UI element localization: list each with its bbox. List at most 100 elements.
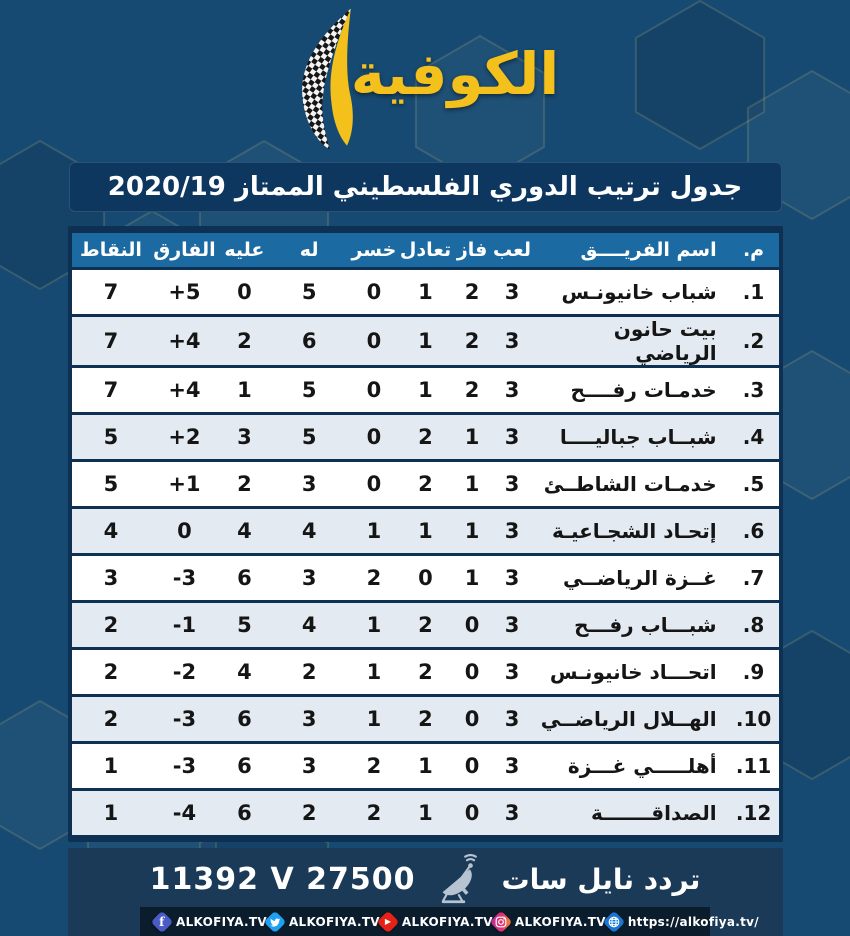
table-cell: 3 — [270, 744, 348, 788]
table-cell: 2 — [270, 650, 348, 694]
table-cell: 11. — [728, 744, 779, 788]
table-cell: 3 — [493, 368, 532, 412]
table-cell: -4 — [150, 791, 219, 835]
social-item-twitter[interactable]: ALKOFIYA.TV — [263, 910, 380, 933]
table-cell: 0 — [451, 603, 494, 647]
logo: الكوفية — [0, 0, 850, 158]
column-header: الفارق — [150, 233, 219, 267]
frequency-bar: تردد نايل سات 11392 — [68, 848, 783, 906]
column-header: اسم الفريــــق — [531, 233, 729, 267]
table-row: 6. إتحـاد الشجـاعيـة 3 1 1 1 4 4 0 4 — [71, 509, 779, 553]
table-cell: 5. — [728, 462, 779, 506]
standings-body: 1. شباب خانيونـس 3 2 1 0 5 0 +5 7 2. بيت حانون الري… — [71, 270, 779, 835]
table-row: 11. أهلـــــي غـــزة 3 0 1 2 3 6 -3 1 — [71, 744, 779, 788]
facebook-icon: f — [150, 910, 174, 933]
table-cell: 2 — [270, 791, 348, 835]
table-cell: 3 — [71, 556, 151, 600]
column-header: خسر — [347, 233, 400, 267]
table-cell: 2 — [71, 697, 151, 741]
table-cell: 0 — [150, 509, 219, 553]
table-cell: بيت حانون الرياضي — [531, 317, 729, 365]
table-cell: 3 — [493, 744, 532, 788]
table-cell: 5 — [270, 368, 348, 412]
column-header: فاز — [451, 233, 494, 267]
column-header: له — [270, 233, 348, 267]
table-cell: 1 — [347, 603, 400, 647]
table-cell: 0 — [451, 650, 494, 694]
table-cell: 0 — [347, 368, 400, 412]
column-header: لعب — [493, 233, 532, 267]
keffiyeh-swirl-icon — [301, 8, 353, 150]
table-cell: 10. — [728, 697, 779, 741]
table-cell: 1 — [218, 368, 271, 412]
table-cell: 2. — [728, 317, 779, 365]
table-row: 4. شبــاب جباليــــا 3 1 2 0 5 3 +2 5 — [71, 415, 779, 459]
social-item-website[interactable]: https://alkofiya.tv/ — [602, 910, 759, 933]
page-title: جدول ترتيب الدوري الفلسطيني الممتاز 2020… — [107, 172, 743, 202]
table-cell: 7 — [71, 270, 151, 314]
table-cell: شبــاب جباليــــا — [531, 415, 729, 459]
youtube-icon: ▶ — [376, 910, 400, 933]
table-cell: 1. — [728, 270, 779, 314]
table-cell: 3 — [270, 556, 348, 600]
table-cell: 1 — [399, 317, 452, 365]
table-cell: 3 — [493, 317, 532, 365]
globe-icon — [602, 910, 626, 933]
social-label: ALKOFIYA.TV — [288, 914, 380, 929]
table-row: 2. بيت حانون الرياضي 3 2 1 0 6 2 +4 7 — [71, 317, 779, 365]
social-bar: f ALKOFIYA.TV ALKOFIYA.TV ▶ ALKOFIYA.TV — [140, 907, 759, 936]
table-cell: 3 — [493, 462, 532, 506]
table-cell: 1 — [399, 791, 452, 835]
table-cell: 6. — [728, 509, 779, 553]
table-row: 8. شبـــاب رفـــح 3 0 2 1 4 5 -1 2 — [71, 603, 779, 647]
table-cell: 1 — [399, 368, 452, 412]
table-cell: 2 — [451, 317, 494, 365]
table-cell: -1 — [150, 603, 219, 647]
table-cell: 1 — [399, 509, 452, 553]
table-cell: 8. — [728, 603, 779, 647]
table-cell: 0 — [347, 462, 400, 506]
table-cell: 0 — [218, 270, 271, 314]
social-item-youtube[interactable]: ▶ ALKOFIYA.TV — [376, 910, 493, 933]
table-cell: +1 — [150, 462, 219, 506]
table-row: 5. خدمـات الشاطــئ 3 1 2 0 3 2 +1 5 — [71, 462, 779, 506]
table-cell: 3 — [493, 697, 532, 741]
table-cell: الصداقـــــــة — [531, 791, 729, 835]
table-cell: 2 — [399, 462, 452, 506]
table-cell: 2 — [399, 415, 452, 459]
table-cell: 6 — [218, 744, 271, 788]
table-cell: 2 — [451, 368, 494, 412]
table-cell: 1 — [451, 415, 494, 459]
table-cell: 2 — [71, 650, 151, 694]
table-cell: 2 — [399, 697, 452, 741]
column-header: النقاط — [71, 233, 151, 267]
table-cell: 5 — [270, 415, 348, 459]
table-cell: 4. — [728, 415, 779, 459]
table-cell: أهلـــــي غـــزة — [531, 744, 729, 788]
social-label: ALKOFIYA.TV — [514, 914, 606, 929]
table-cell: 3 — [493, 270, 532, 314]
social-label: ALKOFIYA.TV — [176, 914, 267, 929]
table-row: 7. غــزة الرياضــي 3 1 0 2 3 6 -3 3 — [71, 556, 779, 600]
table-cell: 0 — [451, 697, 494, 741]
footer-panel: تردد نايل سات 11392 — [67, 848, 783, 936]
table-cell: 5 — [71, 462, 151, 506]
table-cell: -2 — [150, 650, 219, 694]
table-cell: 3. — [728, 368, 779, 412]
table-row: 9. اتحـــاد خانيونـس 3 0 2 1 2 4 -2 2 — [71, 650, 779, 694]
column-header: م. — [728, 233, 779, 267]
table-cell: 3 — [493, 415, 532, 459]
social-item-instagram[interactable]: ALKOFIYA.TV — [489, 910, 606, 933]
table-cell: +4 — [150, 317, 219, 365]
table-cell: 1 — [399, 270, 452, 314]
social-item-facebook[interactable]: f ALKOFIYA.TV — [150, 910, 267, 933]
table-cell: 1 — [71, 791, 151, 835]
satellite-dish-icon — [442, 854, 478, 904]
table-cell: 2 — [71, 603, 151, 647]
table-cell: 7 — [71, 317, 151, 365]
table-cell: 4 — [218, 650, 271, 694]
table-cell: 3 — [270, 697, 348, 741]
table-cell: -3 — [150, 697, 219, 741]
table-cell: -3 — [150, 744, 219, 788]
